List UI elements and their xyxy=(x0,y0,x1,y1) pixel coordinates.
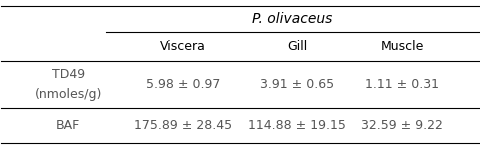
Text: 114.88 ± 19.15: 114.88 ± 19.15 xyxy=(248,119,346,132)
Text: Viscera: Viscera xyxy=(160,40,205,53)
Text: 1.11 ± 0.31: 1.11 ± 0.31 xyxy=(365,78,439,91)
Text: TD49: TD49 xyxy=(52,68,85,81)
Text: 5.98 ± 0.97: 5.98 ± 0.97 xyxy=(145,78,220,91)
Text: Gill: Gill xyxy=(287,40,307,53)
Text: P. olivaceus: P. olivaceus xyxy=(252,12,333,26)
Text: 175.89 ± 28.45: 175.89 ± 28.45 xyxy=(133,119,232,132)
Text: (nmoles/g): (nmoles/g) xyxy=(35,88,102,101)
Text: Muscle: Muscle xyxy=(381,40,424,53)
Text: 3.91 ± 0.65: 3.91 ± 0.65 xyxy=(260,78,335,91)
Text: 32.59 ± 9.22: 32.59 ± 9.22 xyxy=(361,119,443,132)
Text: BAF: BAF xyxy=(56,119,80,132)
